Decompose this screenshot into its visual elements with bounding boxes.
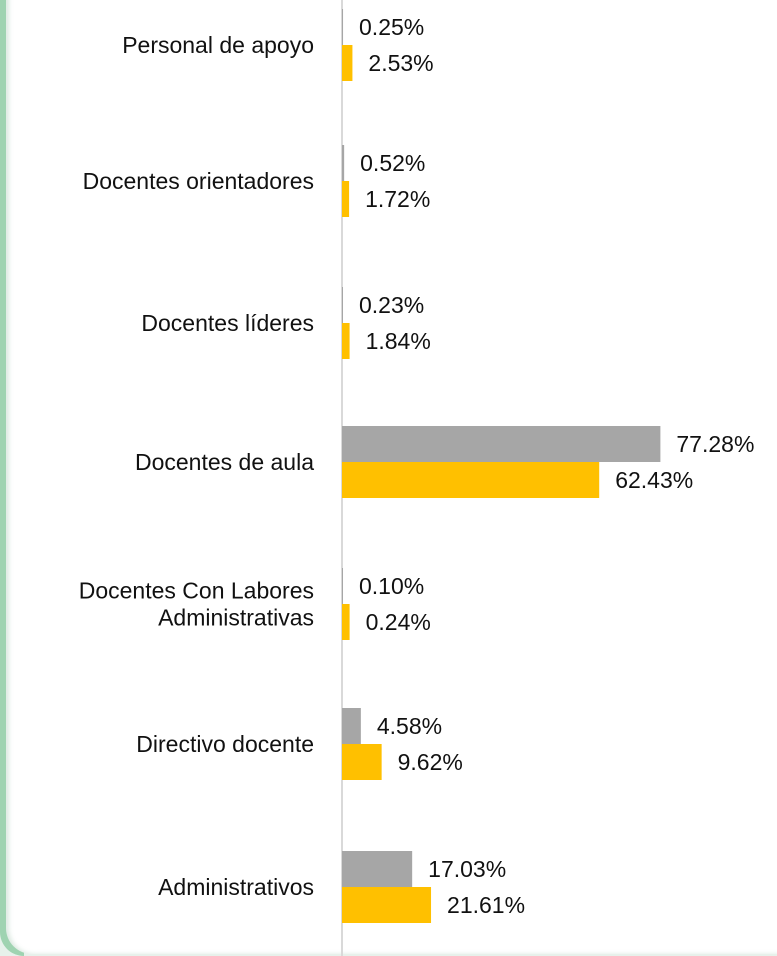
data-label: 0.23% (359, 292, 424, 318)
bar-series1 (342, 145, 345, 181)
data-label: 62.43% (615, 467, 693, 493)
data-label: 9.62% (398, 749, 463, 775)
data-label: 0.10% (359, 573, 424, 599)
bar-series1 (342, 9, 344, 45)
category-label: Docentes Con Labores Administrativas (79, 578, 314, 631)
bar-series1 (342, 851, 413, 887)
bar-series2 (342, 462, 600, 498)
data-label: 0.24% (366, 609, 431, 635)
category-label: Docentes de aula (135, 449, 314, 475)
category-label: Administrativos (158, 874, 314, 900)
bar-series2 (342, 604, 350, 640)
category-label: Docentes orientadores (83, 168, 314, 194)
data-label: 1.72% (365, 186, 430, 212)
category-label: Docentes líderes (141, 310, 314, 336)
bar-series2 (342, 181, 350, 217)
data-label: 4.58% (377, 713, 442, 739)
bar-series1 (342, 287, 343, 323)
stray-annotation: V (384, 397, 400, 424)
data-label: 1.84% (366, 328, 431, 354)
bar-series1 (342, 568, 343, 604)
bar-series2 (342, 744, 382, 780)
data-label: 0.25% (359, 14, 424, 40)
bar-series1 (342, 426, 661, 462)
data-label: 2.53% (368, 50, 433, 76)
bar-series2 (342, 323, 350, 359)
category-label: Personal de apoyo (122, 32, 314, 58)
data-label: 21.61% (447, 892, 525, 918)
data-label: 17.03% (428, 856, 506, 882)
bar-series2 (342, 887, 432, 923)
bar-series2 (342, 45, 353, 81)
data-label: 77.28% (676, 431, 754, 457)
bar-series1 (342, 708, 361, 744)
data-label: 0.52% (360, 150, 425, 176)
category-label: Directivo docente (136, 731, 314, 757)
